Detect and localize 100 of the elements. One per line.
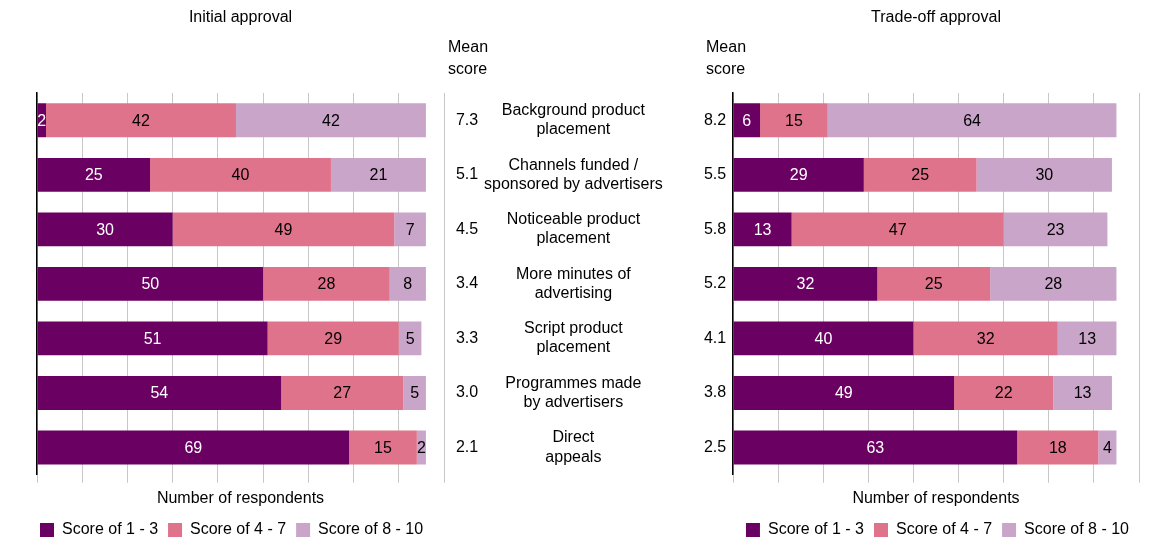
- data-label: 63: [866, 438, 885, 456]
- data-label: 29: [789, 166, 808, 184]
- bar: [733, 157, 864, 192]
- data-label: 27: [333, 384, 352, 402]
- text: 5.8: [703, 219, 727, 237]
- text: 5.2: [703, 274, 727, 292]
- text: 2.5: [703, 437, 727, 455]
- chart-title: Trade-off approval: [871, 8, 1001, 26]
- bar: [733, 266, 878, 301]
- data-label: 13: [753, 220, 772, 238]
- text: 4.1: [703, 328, 727, 346]
- bar: [827, 103, 1117, 138]
- data-label: 2: [37, 111, 47, 129]
- data-label: 40: [814, 329, 833, 347]
- text: 3.4: [455, 274, 479, 292]
- bar: [172, 212, 395, 247]
- data-label: 30: [96, 220, 115, 238]
- chart-title: Initial approval: [188, 8, 293, 26]
- data-label: 5: [410, 384, 420, 402]
- bar: [733, 321, 914, 356]
- y-tick-label: Programmes made by advertisers: [505, 373, 642, 410]
- bar: [150, 157, 331, 192]
- bar: [990, 266, 1117, 301]
- bar: [954, 376, 1054, 410]
- bar: [235, 103, 426, 138]
- bar: [863, 157, 977, 192]
- data-label: 23: [1046, 220, 1065, 238]
- data-label: 28: [317, 275, 336, 293]
- bar: [913, 321, 1058, 356]
- bar: [791, 212, 1004, 247]
- data-label: 50: [141, 275, 160, 293]
- bar: [733, 103, 761, 138]
- bar: [37, 266, 264, 301]
- text: 7.3: [455, 110, 479, 128]
- data-label: 42: [322, 111, 340, 129]
- data-label: 54: [150, 384, 169, 402]
- bar: [263, 266, 390, 301]
- bar: [330, 157, 426, 192]
- data-label: 18: [1048, 438, 1067, 456]
- bar: [37, 321, 268, 356]
- y-tick-label: Direct appeals: [545, 428, 602, 465]
- y-tick-label: Channels funded / sponsored by advertisers: [484, 155, 663, 192]
- data-label: 6: [742, 111, 752, 129]
- data-label: 40: [231, 166, 250, 184]
- bar: [267, 321, 399, 356]
- data-label: 30: [1035, 166, 1054, 184]
- text: Mean score: [706, 38, 747, 78]
- data-label: 28: [1044, 275, 1063, 293]
- bar: [976, 157, 1112, 192]
- text: 5.5: [703, 165, 727, 183]
- data-label: 51: [143, 329, 162, 347]
- data-label: 49: [274, 220, 293, 238]
- data-label: 22: [994, 384, 1013, 402]
- data-label: 7: [405, 220, 415, 238]
- bar: [1003, 212, 1108, 247]
- data-label: 5: [405, 329, 415, 347]
- bar: [1057, 321, 1117, 356]
- bar: [1053, 376, 1112, 410]
- legend-label: Score of 4 - 7: [190, 520, 287, 538]
- bar: [733, 430, 1018, 465]
- data-label: 13: [1078, 329, 1097, 347]
- y-tick-label: More minutes of advertising: [516, 264, 632, 301]
- data-label: 25: [84, 166, 103, 184]
- bar: [389, 266, 426, 301]
- data-label: 32: [976, 329, 995, 347]
- data-label: 25: [911, 166, 930, 184]
- text: 5.1: [455, 165, 479, 183]
- bar: [46, 103, 236, 138]
- text: 8.2: [703, 110, 727, 128]
- data-label: 25: [924, 275, 943, 293]
- x-axis-title: Number of respondents: [852, 488, 1020, 506]
- y-tick-label: Noticeable product placement: [506, 210, 641, 247]
- text: 3.8: [703, 383, 727, 401]
- text: 3.3: [455, 328, 479, 346]
- bar: [394, 212, 426, 247]
- bar: [877, 266, 991, 301]
- data-label: 21: [369, 166, 388, 184]
- y-tick-label: Background product placement: [501, 101, 646, 138]
- bar: [349, 430, 417, 465]
- data-label: 29: [324, 329, 343, 347]
- bar: [760, 103, 828, 138]
- bar: [733, 376, 955, 410]
- bar: [37, 157, 151, 192]
- text: Mean score: [448, 38, 489, 78]
- data-label: 15: [374, 438, 392, 456]
- data-label: 64: [963, 111, 982, 129]
- bar: [37, 376, 282, 410]
- legend-label: Score of 1 - 3: [767, 520, 865, 538]
- legend-label: Score of 4 - 7: [896, 520, 993, 538]
- y-tick-label: Script product placement: [524, 319, 624, 356]
- bar: [37, 430, 350, 465]
- bar: [37, 212, 173, 247]
- bar: [403, 376, 426, 410]
- x-axis-title: Number of respondents: [156, 488, 325, 506]
- legend-label: Score of 8 - 10: [1024, 520, 1130, 538]
- legend-label: Score of 8 - 10: [318, 520, 424, 538]
- data-label: 69: [184, 438, 203, 456]
- bar: [733, 212, 792, 247]
- data-label: 15: [785, 111, 803, 129]
- data-label: 47: [888, 220, 907, 238]
